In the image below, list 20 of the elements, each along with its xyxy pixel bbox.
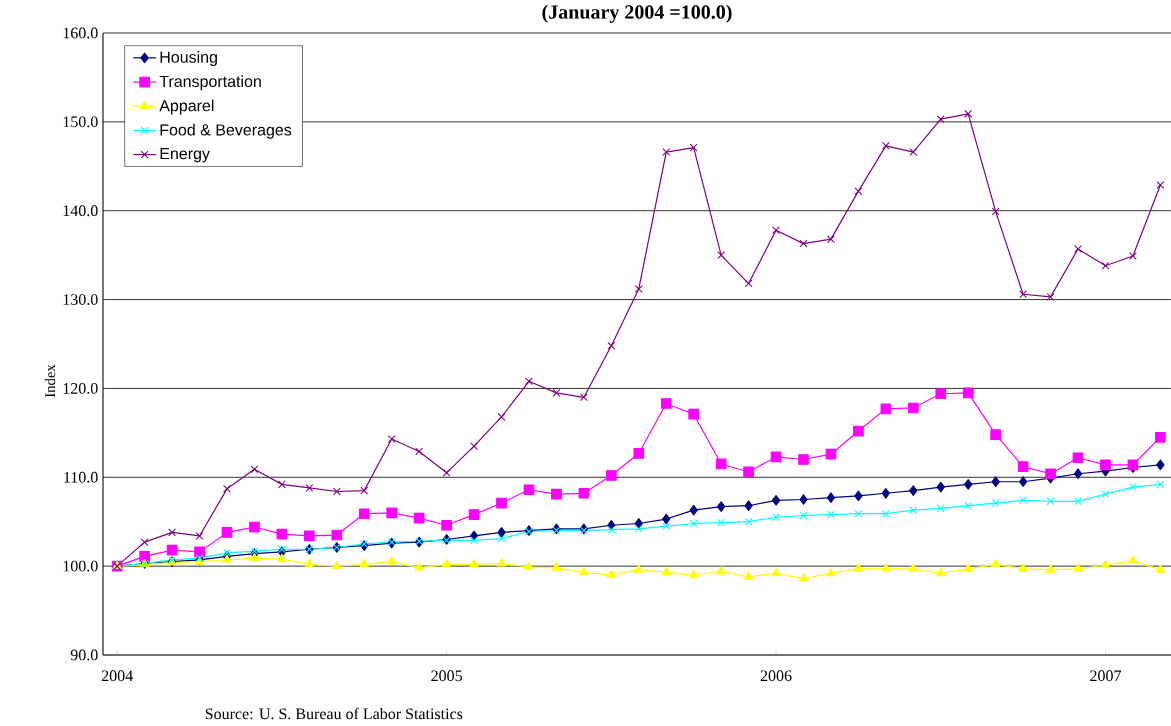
y-tick-label: 130.0 (63, 294, 98, 306)
source-note: Source: U. S. Bureau of Labor Statistics (205, 707, 463, 720)
legend-label: Housing (160, 51, 217, 66)
x-tick-label: 2007 (1090, 670, 1122, 682)
y-axis-title: Index (44, 364, 56, 398)
y-tick-label: 120.0 (63, 382, 98, 394)
chart-title: (January 2004 =100.0) (542, 4, 732, 23)
legend-label: Energy (160, 148, 210, 163)
x-tick-label: 2005 (431, 670, 462, 682)
legend-label: Food & Beverages (160, 123, 292, 139)
y-tick-label: 90.0 (70, 649, 98, 661)
x-tick-label: 2006 (760, 670, 792, 682)
y-tick-label: 150.0 (63, 116, 98, 128)
legend-label: Apparel (159, 99, 214, 115)
legend-label: Transportation (159, 75, 261, 91)
y-tick-label: 160.0 (63, 27, 98, 39)
y-tick-label: 110.0 (64, 471, 98, 483)
y-tick-label: 140.0 (63, 205, 98, 217)
y-tick-label: 100.0 (63, 560, 98, 572)
x-tick-label: 2004 (101, 670, 133, 682)
